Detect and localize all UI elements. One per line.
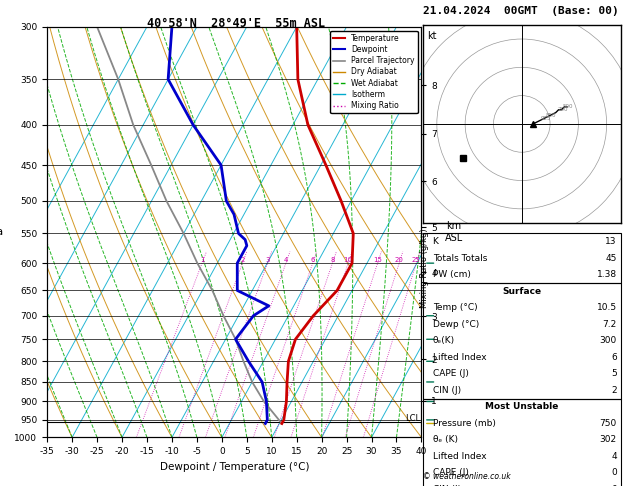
Bar [423, 399, 621, 486]
X-axis label: Dewpoint / Temperature (°C): Dewpoint / Temperature (°C) [160, 462, 309, 472]
Text: θₑ (K): θₑ (K) [433, 435, 457, 444]
Text: 6: 6 [311, 257, 315, 263]
Bar [423, 233, 621, 283]
Text: 6: 6 [611, 353, 617, 362]
Text: 500: 500 [563, 104, 573, 109]
Text: Lifted Index: Lifted Index [433, 452, 486, 461]
Text: Temp (°C): Temp (°C) [433, 303, 477, 312]
Text: 8: 8 [330, 257, 335, 263]
Text: 700: 700 [557, 107, 567, 112]
Text: PW (cm): PW (cm) [433, 270, 470, 279]
Text: 925: 925 [540, 116, 550, 121]
Text: 1: 1 [200, 257, 204, 263]
Text: K: K [433, 237, 438, 246]
Text: 1.38: 1.38 [597, 270, 617, 279]
Text: Dewp (°C): Dewp (°C) [433, 320, 479, 329]
Text: 2: 2 [240, 257, 245, 263]
Text: 4: 4 [611, 452, 617, 461]
Text: 0: 0 [611, 469, 617, 477]
Text: 3: 3 [265, 257, 270, 263]
Text: 5: 5 [611, 369, 617, 378]
Text: Lifted Index: Lifted Index [433, 353, 486, 362]
Text: 2: 2 [611, 386, 617, 395]
Y-axis label: hPa: hPa [0, 227, 4, 237]
Text: 300: 300 [599, 336, 617, 345]
Text: 850: 850 [546, 113, 556, 118]
Text: CIN (J): CIN (J) [433, 485, 460, 486]
Text: 7.2: 7.2 [603, 320, 617, 329]
Text: 13: 13 [605, 237, 617, 246]
Text: 10.5: 10.5 [597, 303, 617, 312]
Text: LCL: LCL [405, 414, 420, 423]
Text: 10: 10 [343, 257, 353, 263]
Bar [423, 283, 621, 399]
Text: CIN (J): CIN (J) [433, 386, 460, 395]
Text: CAPE (J): CAPE (J) [433, 469, 469, 477]
Text: Most Unstable: Most Unstable [485, 402, 559, 411]
Text: CAPE (J): CAPE (J) [433, 369, 469, 378]
Text: 0: 0 [611, 485, 617, 486]
Text: 4: 4 [284, 257, 288, 263]
Legend: Temperature, Dewpoint, Parcel Trajectory, Dry Adiabat, Wet Adiabat, Isotherm, Mi: Temperature, Dewpoint, Parcel Trajectory… [330, 31, 418, 113]
Text: © weatheronline.co.uk: © weatheronline.co.uk [423, 472, 510, 481]
Text: 21.04.2024  00GMT  (Base: 00): 21.04.2024 00GMT (Base: 00) [423, 6, 618, 16]
Text: Surface: Surface [502, 287, 542, 295]
Text: 15: 15 [373, 257, 382, 263]
Text: 25: 25 [412, 257, 421, 263]
Text: 40°58'N  28°49'E  55m ASL: 40°58'N 28°49'E 55m ASL [147, 17, 325, 30]
Y-axis label: km
ASL: km ASL [445, 221, 463, 243]
Text: Mixing Ratio (g/kg): Mixing Ratio (g/kg) [420, 228, 429, 308]
Text: 750: 750 [599, 419, 617, 428]
Text: Totals Totals: Totals Totals [433, 254, 487, 262]
Text: kt: kt [426, 31, 436, 41]
Text: 45: 45 [606, 254, 617, 262]
Text: θₑ(K): θₑ(K) [433, 336, 455, 345]
Text: 302: 302 [599, 435, 617, 444]
Text: 20: 20 [395, 257, 404, 263]
Text: Pressure (mb): Pressure (mb) [433, 419, 496, 428]
